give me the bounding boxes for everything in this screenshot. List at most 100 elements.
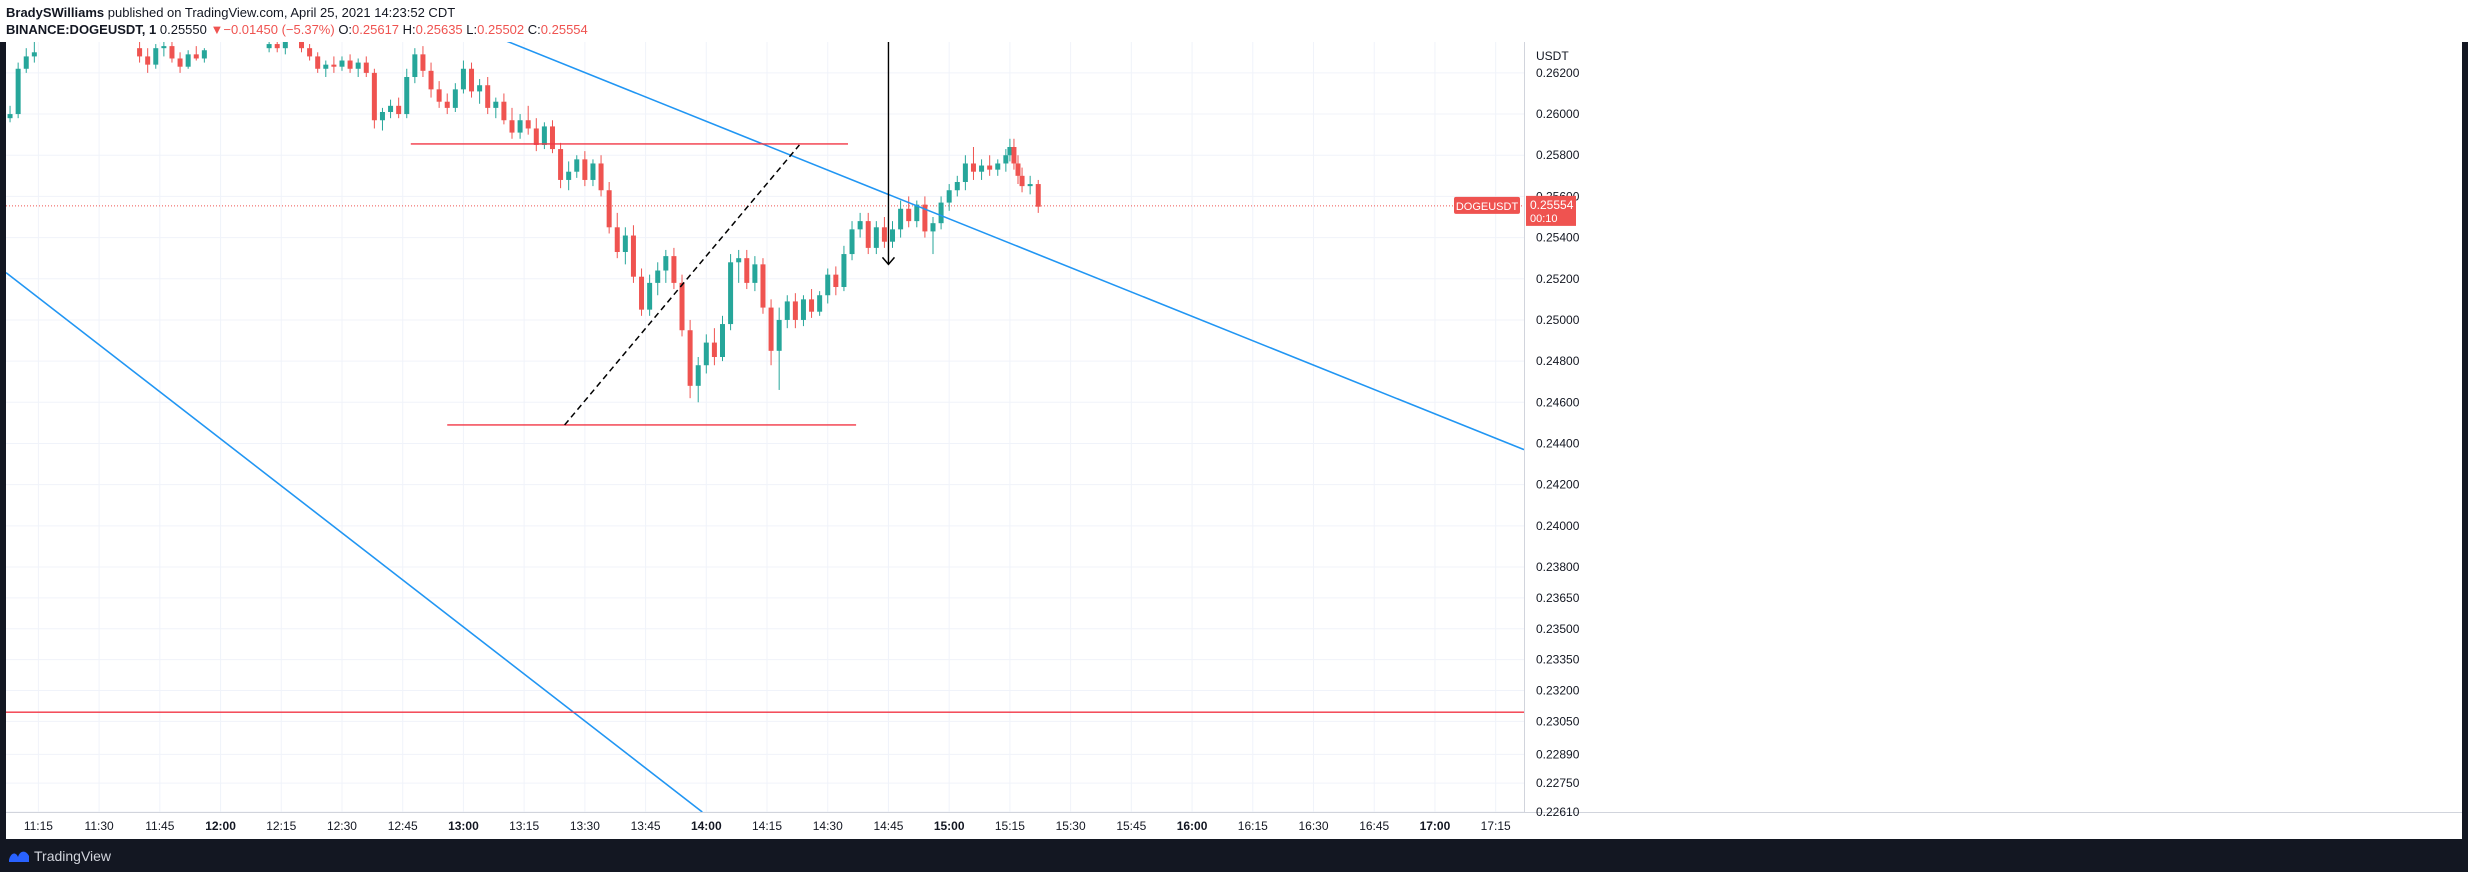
candle[interactable]	[606, 182, 612, 234]
candle[interactable]	[274, 42, 280, 53]
candle[interactable]	[962, 155, 968, 191]
candle[interactable]	[825, 268, 831, 304]
candle[interactable]	[849, 221, 855, 261]
candle[interactable]	[1007, 138, 1013, 162]
dashed-trend-line[interactable]	[564, 144, 800, 426]
candle[interactable]	[477, 79, 483, 104]
chart-area[interactable]: USDT0.262000.260000.258000.256000.254000…	[6, 42, 2462, 839]
candle[interactable]	[946, 184, 952, 211]
candle[interactable]	[582, 151, 588, 187]
candle[interactable]	[282, 42, 288, 55]
candle[interactable]	[517, 114, 523, 139]
candle[interactable]	[663, 249, 669, 283]
candle[interactable]	[339, 56, 345, 71]
candle[interactable]	[436, 81, 442, 108]
candle[interactable]	[485, 77, 491, 115]
candle[interactable]	[930, 217, 936, 255]
candle[interactable]	[161, 42, 167, 57]
candle[interactable]	[525, 105, 531, 135]
candle[interactable]	[671, 247, 677, 290]
candle[interactable]	[695, 357, 701, 403]
candle[interactable]	[890, 221, 896, 248]
candle[interactable]	[906, 196, 912, 228]
candle[interactable]	[979, 159, 985, 180]
candle[interactable]	[460, 60, 466, 94]
candle[interactable]	[201, 48, 207, 63]
candle[interactable]	[728, 254, 734, 331]
candle[interactable]	[703, 334, 709, 374]
candle[interactable]	[647, 274, 653, 316]
symbol-price-tag[interactable]: DOGEUSDT	[1454, 196, 1520, 214]
candle[interactable]	[881, 217, 887, 248]
candle[interactable]	[639, 268, 645, 316]
candle[interactable]	[655, 262, 661, 296]
candle[interactable]	[744, 249, 750, 290]
candle[interactable]	[833, 266, 839, 296]
candle[interactable]	[809, 289, 815, 318]
candle[interactable]	[566, 161, 572, 191]
candle[interactable]	[323, 60, 329, 77]
candle[interactable]	[371, 68, 377, 129]
candle[interactable]	[549, 120, 555, 154]
candle[interactable]	[153, 44, 159, 69]
trend-line[interactable]	[447, 42, 1524, 451]
candle[interactable]	[622, 227, 628, 265]
candle[interactable]	[1035, 179, 1041, 213]
candle[interactable]	[145, 48, 151, 73]
candle[interactable]	[954, 175, 960, 197]
candle[interactable]	[1011, 138, 1017, 170]
candle[interactable]	[598, 155, 604, 197]
candle[interactable]	[533, 118, 539, 152]
candle[interactable]	[347, 54, 353, 73]
candle[interactable]	[177, 52, 183, 73]
candle[interactable]	[614, 212, 620, 259]
candle[interactable]	[404, 68, 410, 119]
candle[interactable]	[307, 44, 313, 61]
candle[interactable]	[31, 42, 37, 63]
candle[interactable]	[428, 62, 434, 98]
candle[interactable]	[469, 62, 475, 98]
author-name[interactable]: BradySWilliams	[6, 5, 105, 20]
candle[interactable]	[7, 105, 13, 123]
candle[interactable]	[752, 256, 758, 292]
candle[interactable]	[541, 122, 547, 150]
candle[interactable]	[768, 299, 774, 366]
candle[interactable]	[922, 196, 928, 238]
candle[interactable]	[331, 56, 337, 73]
candle[interactable]	[817, 291, 823, 316]
candle[interactable]	[574, 155, 580, 178]
candle[interactable]	[137, 42, 143, 63]
candle[interactable]	[452, 83, 458, 112]
candle[interactable]	[590, 159, 596, 187]
candle[interactable]	[1003, 149, 1009, 172]
candle[interactable]	[185, 50, 191, 69]
candle[interactable]	[169, 42, 175, 63]
candle[interactable]	[193, 46, 199, 61]
candle[interactable]	[15, 62, 21, 119]
candle[interactable]	[493, 97, 499, 119]
candle[interactable]	[938, 196, 944, 230]
candle[interactable]	[736, 249, 742, 283]
candle[interactable]	[687, 319, 693, 399]
candle[interactable]	[995, 159, 1001, 176]
symbol-name[interactable]: BINANCE:DOGEUSDT, 1	[6, 22, 157, 37]
candle[interactable]	[1015, 155, 1021, 185]
candle[interactable]	[800, 295, 806, 327]
tradingview-brand[interactable]: TradingView	[34, 848, 112, 864]
candle[interactable]	[363, 56, 369, 77]
candle[interactable]	[857, 212, 863, 238]
candle[interactable]	[776, 307, 782, 390]
candle[interactable]	[509, 107, 515, 139]
candle[interactable]	[873, 221, 879, 255]
candle[interactable]	[315, 52, 321, 73]
candle[interactable]	[501, 93, 507, 125]
candle[interactable]	[558, 142, 564, 189]
candle[interactable]	[711, 328, 717, 366]
candle[interactable]	[865, 212, 871, 255]
candle[interactable]	[299, 42, 305, 53]
candle[interactable]	[1019, 167, 1025, 193]
candle[interactable]	[630, 225, 636, 283]
price-axis[interactable]	[1524, 42, 2462, 839]
candle[interactable]	[784, 295, 790, 329]
